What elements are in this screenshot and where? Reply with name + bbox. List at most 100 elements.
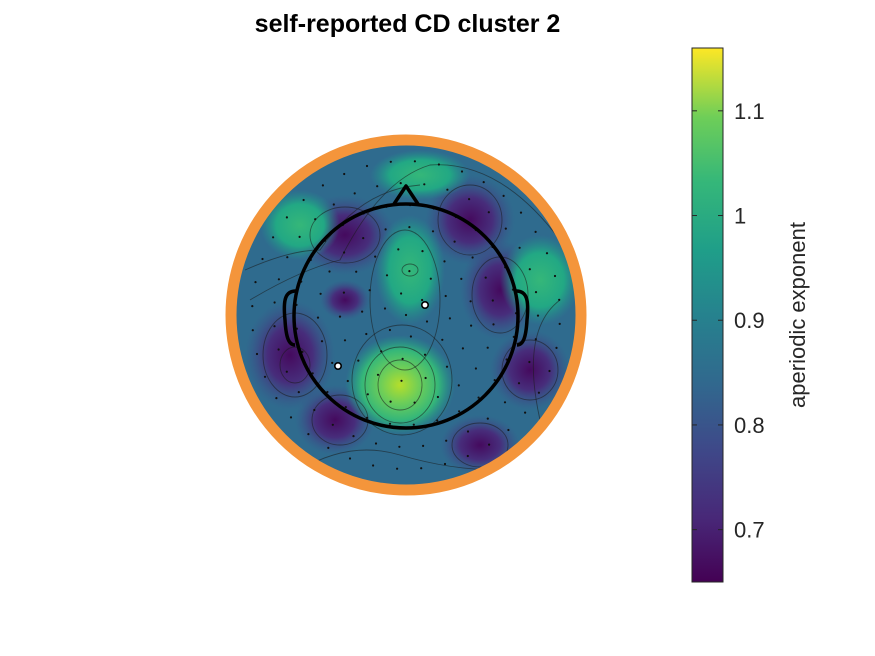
electrode-dot <box>297 391 300 394</box>
electrode-dot <box>461 347 464 350</box>
electrode-dot <box>346 379 349 383</box>
electrode-dot <box>466 454 469 458</box>
electrode-dot <box>422 444 425 447</box>
electrode-dot <box>263 375 267 378</box>
colorbar-tick-label: 0.8 <box>734 413 765 438</box>
electrode-dot <box>261 257 264 261</box>
electrode-dot <box>504 227 507 230</box>
high-region <box>345 335 455 435</box>
electrode-dot <box>460 170 464 173</box>
electrode-dot <box>534 338 537 341</box>
electrode-dot <box>285 370 288 373</box>
electrode-dot <box>374 442 378 445</box>
electrode-dot <box>460 277 463 280</box>
electrode-dot <box>372 464 375 467</box>
electrode-dot <box>507 428 510 432</box>
electrode-dot <box>255 352 259 356</box>
electrode-dot <box>425 320 429 323</box>
electrode-dot <box>548 369 551 373</box>
electrode-dot <box>471 256 474 259</box>
electrode-dot <box>469 300 472 303</box>
electrode-dot <box>441 338 444 341</box>
electrode-dot <box>357 359 360 362</box>
electrode-dot <box>319 292 322 295</box>
electrode-dot <box>365 416 369 419</box>
electrode-dot <box>311 372 314 375</box>
electrode-dot <box>519 211 523 214</box>
electrode-dot <box>331 361 334 364</box>
electrode-dot <box>553 274 557 278</box>
electrode-dot <box>272 236 275 239</box>
electrode-dot <box>423 353 427 356</box>
electrode-dot <box>316 316 320 319</box>
electrode-dot <box>328 270 331 273</box>
electrode-dot <box>396 467 399 470</box>
electrode-dot <box>537 391 541 394</box>
electrode-dot <box>488 443 491 446</box>
mid-region <box>370 150 470 200</box>
electrode-dot <box>366 393 369 396</box>
electrode-dot <box>484 276 487 279</box>
electrode-dot <box>558 298 561 301</box>
electrode-dot <box>448 317 451 320</box>
electrode-dot <box>389 400 392 403</box>
electrode-dot <box>436 395 439 399</box>
electrode-dot <box>383 307 387 310</box>
electrode-dot <box>413 401 416 404</box>
nose-outline <box>392 184 420 205</box>
electrode-dot <box>528 268 531 271</box>
electrode-dot <box>470 324 473 327</box>
electrode-dot <box>466 430 470 433</box>
electrode-dot <box>445 439 448 442</box>
electrode-dot <box>400 292 403 295</box>
electrode-dot <box>331 423 334 426</box>
electrode-dot <box>254 281 257 284</box>
mid-region <box>500 235 576 325</box>
electrode-dot <box>320 340 324 343</box>
electrode-dot <box>429 277 432 280</box>
electrode-dot <box>353 192 356 195</box>
electrode-dot <box>343 339 347 342</box>
electrode-dot <box>362 237 365 240</box>
electrode-dot <box>343 251 346 254</box>
electrode-dot <box>491 299 494 302</box>
electrode-dot <box>385 274 389 277</box>
electrode-dot <box>361 310 364 313</box>
low-region <box>245 300 335 410</box>
electrode-dot <box>374 255 377 258</box>
electrode-dot <box>397 248 400 251</box>
electrode-dot <box>368 289 371 292</box>
electrode-dot <box>314 218 317 221</box>
electrode-dot <box>413 160 416 163</box>
electrode-dot <box>380 350 383 353</box>
electrode-dot <box>275 397 278 400</box>
electrode-dot <box>332 203 335 206</box>
electrode-dot <box>482 181 485 184</box>
electrode-dot <box>555 346 558 349</box>
electrode-dot <box>277 278 280 281</box>
electrode-dot <box>423 183 426 186</box>
electrode-dot <box>431 230 435 233</box>
electrode-dot <box>457 384 460 387</box>
electrode-dot <box>493 379 496 382</box>
electrode-dot <box>404 313 408 317</box>
colorbar-tick-label: 1 <box>734 204 746 229</box>
electrode-dot <box>412 423 415 426</box>
electrode-dot <box>437 163 440 166</box>
electrode-dot <box>502 194 505 197</box>
colorbar <box>691 47 724 583</box>
colorbar-tick-label: 0.9 <box>734 308 765 333</box>
electrode-dot <box>421 250 424 253</box>
electrode-dot <box>443 462 447 466</box>
right-ear-outline <box>515 289 530 347</box>
electrode-dot <box>365 332 368 336</box>
electrode-dot <box>458 410 461 413</box>
electrode-dot <box>421 298 424 302</box>
colorbar-tick-label: 1.1 <box>734 99 765 124</box>
electrode-dot <box>468 198 471 201</box>
electrode-dot <box>399 182 402 185</box>
electrode-dot <box>273 325 276 328</box>
electrode-dot <box>342 291 345 294</box>
electrode-dot <box>400 379 403 382</box>
